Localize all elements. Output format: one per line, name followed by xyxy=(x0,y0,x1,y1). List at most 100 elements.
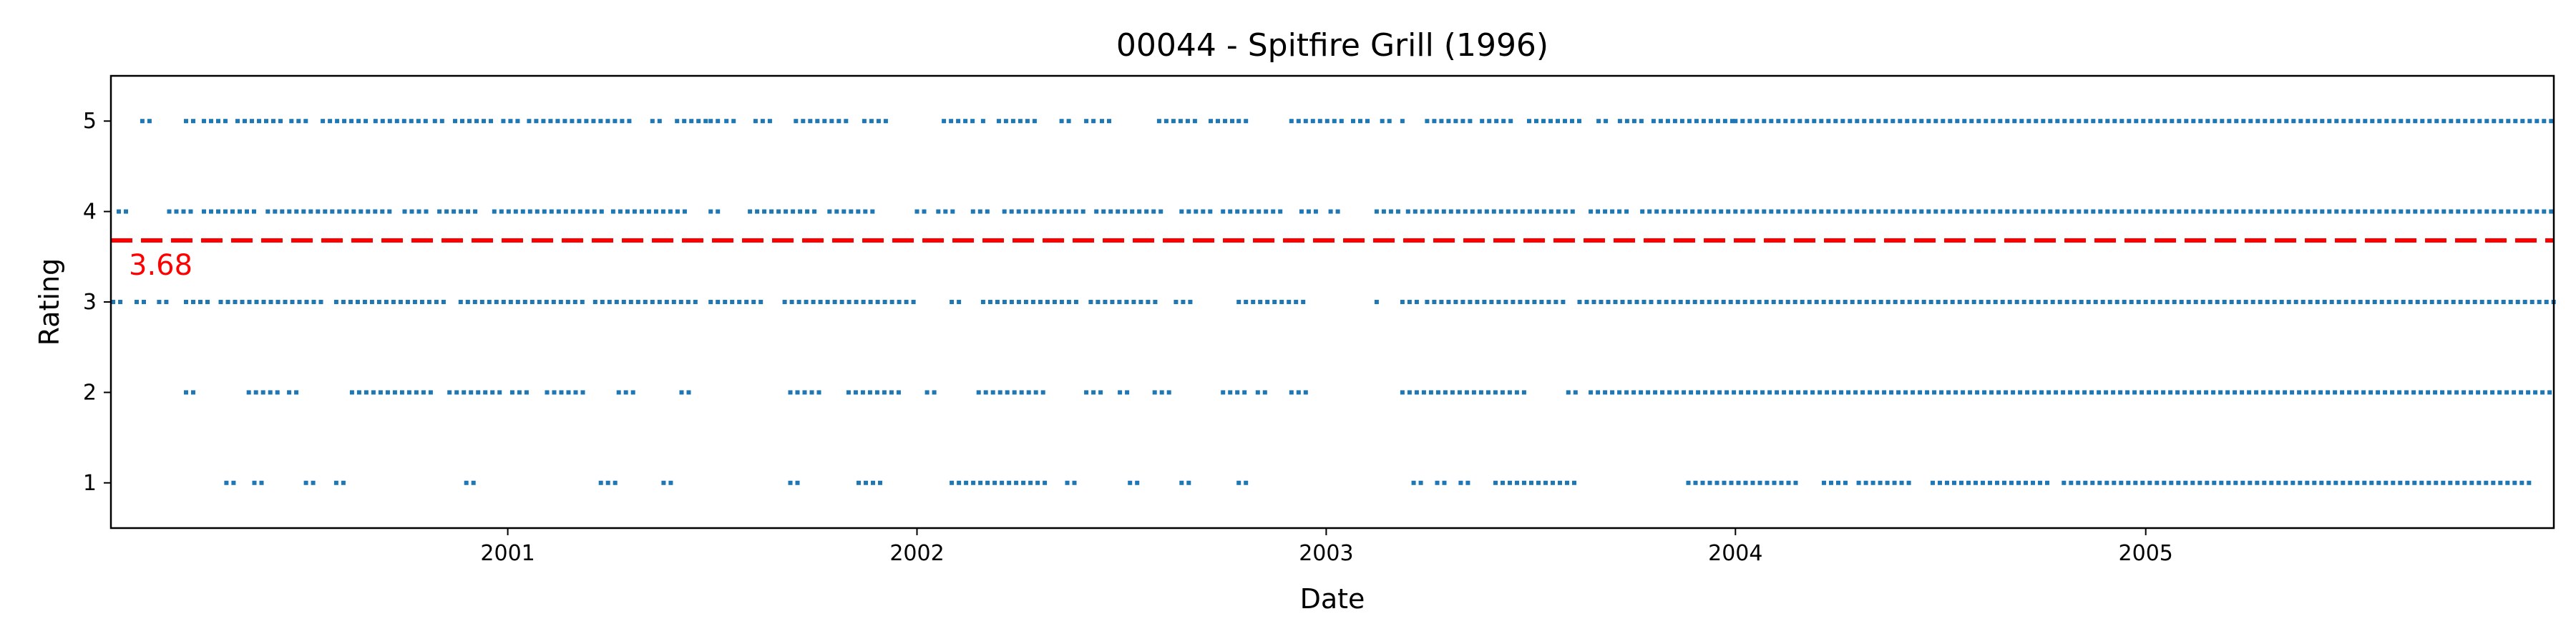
data-point xyxy=(167,209,172,214)
data-point xyxy=(2227,119,2232,124)
data-point xyxy=(1407,390,1412,395)
data-point xyxy=(1584,300,1589,304)
data-point xyxy=(1676,209,1681,214)
data-point xyxy=(344,209,349,214)
data-point xyxy=(1475,300,1480,304)
data-point xyxy=(2170,209,2175,214)
data-point xyxy=(1144,209,1149,214)
data-point xyxy=(2062,119,2067,124)
data-point xyxy=(2032,390,2037,395)
data-point xyxy=(250,119,254,124)
data-point xyxy=(2312,480,2317,485)
data-point xyxy=(2513,209,2518,214)
data-point xyxy=(1138,300,1143,304)
data-point xyxy=(520,209,525,214)
data-point xyxy=(1124,300,1129,304)
data-point xyxy=(2411,390,2416,395)
data-point xyxy=(333,300,338,304)
data-point xyxy=(2444,300,2449,304)
data-point xyxy=(1287,300,1292,304)
data-point xyxy=(616,390,621,395)
data-point xyxy=(1975,390,1980,395)
data-point xyxy=(555,119,560,124)
data-point xyxy=(184,390,188,395)
data-point xyxy=(2505,480,2510,485)
data-point xyxy=(863,209,868,214)
data-point xyxy=(373,209,378,214)
data-point xyxy=(1464,390,1469,395)
data-point xyxy=(613,119,618,124)
data-point xyxy=(2034,119,2039,124)
data-point xyxy=(2487,300,2492,304)
data-point xyxy=(2368,390,2373,395)
data-point xyxy=(1420,209,1425,214)
data-point xyxy=(1945,480,1949,485)
data-point xyxy=(1783,209,1788,214)
data-point xyxy=(2068,390,2073,395)
data-point xyxy=(605,480,610,485)
data-point xyxy=(1514,390,1519,395)
data-point xyxy=(280,209,285,214)
data-point xyxy=(2277,209,2282,214)
data-point xyxy=(1023,209,1028,214)
data-point xyxy=(1065,480,1070,485)
data-point xyxy=(2055,209,2060,214)
data-point xyxy=(565,300,570,304)
data-point xyxy=(297,300,302,304)
data-point xyxy=(1405,209,1410,214)
y-axis-label: Rating xyxy=(34,258,65,346)
data-point xyxy=(630,390,635,395)
data-point xyxy=(2549,209,2554,214)
data-point xyxy=(623,390,628,395)
data-point xyxy=(1743,480,1748,485)
data-point xyxy=(2283,390,2288,395)
data-point xyxy=(1534,209,1539,214)
data-point xyxy=(2534,119,2540,124)
data-point xyxy=(497,390,502,395)
data-point xyxy=(1485,390,1491,395)
data-point xyxy=(147,119,152,124)
data-point xyxy=(364,119,369,124)
data-point xyxy=(2297,390,2302,395)
data-point xyxy=(2305,480,2310,485)
data-point xyxy=(1556,209,1561,214)
data-point xyxy=(632,209,637,214)
data-point xyxy=(1496,300,1501,304)
data-point xyxy=(760,119,765,124)
data-point xyxy=(1296,119,1301,124)
data-point xyxy=(369,300,374,304)
data-point xyxy=(2512,390,2517,395)
data-point xyxy=(2258,300,2263,304)
data-point xyxy=(1733,209,1738,214)
data-point xyxy=(1457,390,1462,395)
data-point xyxy=(1662,209,1667,214)
data-point xyxy=(240,300,245,304)
data-point xyxy=(1539,300,1544,304)
data-point xyxy=(2155,480,2160,485)
series-rating-2 xyxy=(184,390,2552,395)
data-point xyxy=(1767,390,1772,395)
data-point xyxy=(223,119,228,124)
data-point xyxy=(2039,390,2044,395)
data-point xyxy=(530,300,535,304)
data-point xyxy=(2133,480,2138,485)
data-point xyxy=(1073,209,1078,214)
data-point xyxy=(2140,480,2145,485)
data-point xyxy=(822,119,827,124)
data-point xyxy=(2441,209,2446,214)
data-point xyxy=(2341,119,2346,124)
data-point xyxy=(932,390,937,395)
data-point xyxy=(2000,300,2005,304)
data-point xyxy=(517,390,522,395)
data-point xyxy=(1566,390,1571,395)
data-point xyxy=(287,390,292,395)
data-point xyxy=(2148,119,2153,124)
data-point xyxy=(942,119,947,124)
data-point xyxy=(731,119,736,124)
data-point xyxy=(1966,480,1971,485)
data-point xyxy=(1943,300,1948,304)
data-point xyxy=(556,209,561,214)
data-point xyxy=(1446,119,1451,124)
data-point xyxy=(2162,480,2167,485)
data-point xyxy=(508,119,513,124)
